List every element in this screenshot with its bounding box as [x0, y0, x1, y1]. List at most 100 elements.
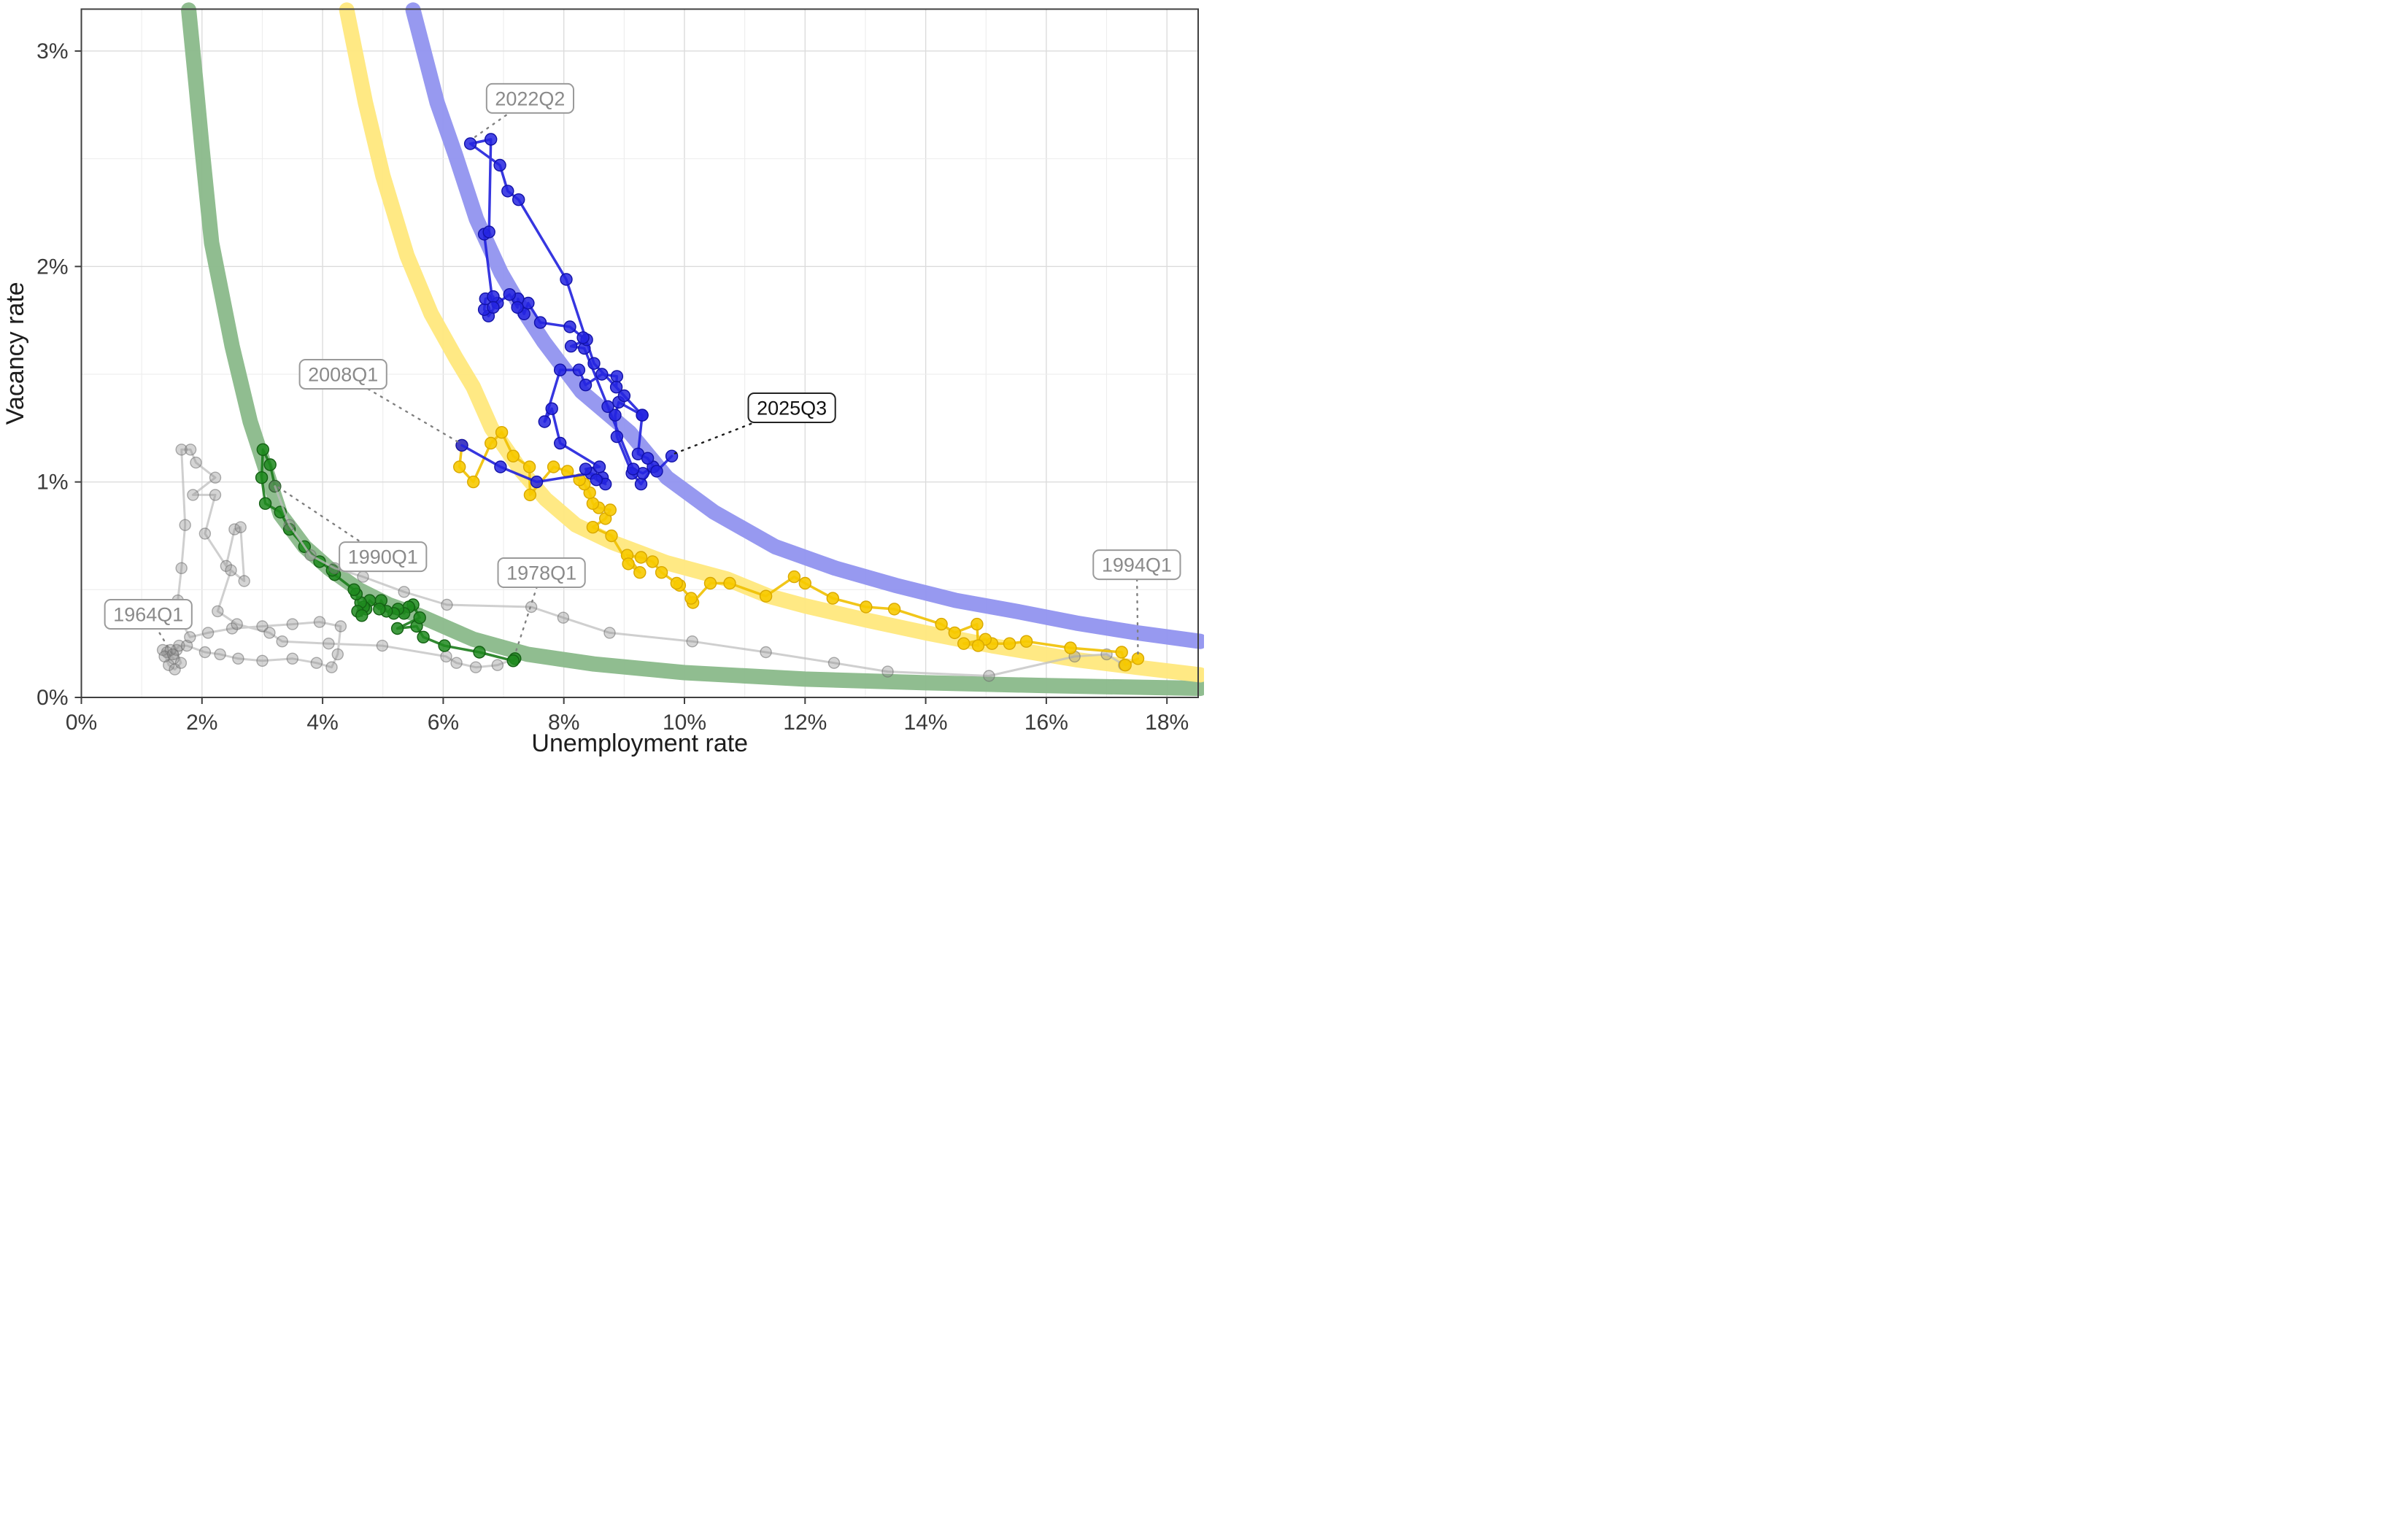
annotation-box[interactable]	[298, 358, 387, 390]
data-point[interactable]	[440, 650, 452, 663]
data-point[interactable]	[175, 562, 188, 574]
data-point[interactable]	[579, 463, 593, 476]
data-point[interactable]	[860, 600, 873, 614]
data-point[interactable]	[473, 646, 486, 659]
data-point[interactable]	[525, 600, 538, 614]
data-point[interactable]	[232, 652, 244, 665]
data-point[interactable]	[469, 661, 482, 673]
annotation-box[interactable]	[485, 82, 575, 114]
data-point[interactable]	[263, 458, 277, 471]
data-point[interactable]	[450, 657, 463, 669]
annotation-box[interactable]	[339, 541, 428, 573]
data-point[interactable]	[304, 549, 317, 562]
data-point[interactable]	[438, 639, 451, 652]
data-point[interactable]	[286, 652, 298, 665]
data-point[interactable]	[493, 158, 506, 172]
data-point[interactable]	[759, 589, 773, 603]
data-point[interactable]	[798, 576, 812, 590]
data-point[interactable]	[357, 570, 369, 583]
data-point[interactable]	[655, 566, 668, 579]
data-point[interactable]	[634, 551, 648, 564]
data-point[interactable]	[225, 564, 237, 576]
data-point[interactable]	[255, 471, 269, 484]
data-point[interactable]	[184, 444, 197, 456]
data-point[interactable]	[201, 627, 215, 639]
data-point[interactable]	[1115, 646, 1128, 659]
data-point[interactable]	[328, 562, 341, 574]
data-point[interactable]	[214, 648, 226, 661]
data-point[interactable]	[506, 654, 520, 668]
data-point[interactable]	[184, 631, 196, 643]
data-point[interactable]	[646, 555, 659, 568]
data-point[interactable]	[231, 618, 243, 630]
data-point[interactable]	[686, 635, 698, 648]
data-point[interactable]	[586, 497, 600, 510]
data-point[interactable]	[234, 521, 247, 533]
data-point[interactable]	[523, 488, 537, 502]
data-point[interactable]	[564, 339, 578, 353]
data-point[interactable]	[948, 626, 962, 640]
data-point[interactable]	[220, 560, 233, 572]
data-point[interactable]	[258, 497, 272, 510]
data-point[interactable]	[576, 331, 590, 344]
data-point[interactable]	[331, 648, 344, 661]
data-point[interactable]	[209, 489, 222, 501]
data-point[interactable]	[179, 519, 191, 531]
data-point[interactable]	[190, 456, 202, 469]
data-point[interactable]	[605, 529, 618, 543]
data-point[interactable]	[723, 576, 736, 590]
data-point[interactable]	[572, 363, 586, 376]
data-point[interactable]	[545, 402, 558, 415]
annotation-box[interactable]	[497, 557, 586, 588]
data-point[interactable]	[390, 622, 404, 635]
data-point[interactable]	[887, 603, 901, 616]
data-point[interactable]	[634, 477, 648, 491]
data-point[interactable]	[971, 639, 985, 652]
annotation-box[interactable]	[104, 598, 193, 630]
data-point[interactable]	[256, 654, 269, 667]
data-point[interactable]	[590, 473, 603, 487]
annotation-box[interactable]	[747, 392, 836, 424]
data-point[interactable]	[491, 659, 503, 671]
data-point[interactable]	[609, 381, 623, 394]
data-point[interactable]	[1019, 635, 1033, 648]
data-point[interactable]	[787, 570, 801, 584]
data-point[interactable]	[485, 436, 498, 450]
data-point[interactable]	[827, 657, 841, 669]
data-point[interactable]	[441, 598, 453, 611]
data-point[interactable]	[627, 463, 640, 476]
annotation-box[interactable]	[1092, 549, 1181, 581]
data-point[interactable]	[467, 475, 480, 489]
data-point[interactable]	[522, 460, 536, 473]
data-point[interactable]	[557, 611, 570, 624]
data-point[interactable]	[463, 137, 477, 150]
data-point[interactable]	[670, 576, 683, 590]
data-point[interactable]	[187, 489, 199, 501]
data-point[interactable]	[263, 627, 276, 639]
data-point[interactable]	[283, 519, 296, 531]
data-point[interactable]	[238, 575, 250, 587]
data-point[interactable]	[826, 592, 840, 605]
data-point[interactable]	[1003, 637, 1016, 650]
data-point[interactable]	[579, 379, 593, 392]
data-point[interactable]	[560, 273, 573, 286]
data-point[interactable]	[355, 609, 368, 622]
data-point[interactable]	[554, 436, 567, 450]
data-point[interactable]	[376, 639, 389, 652]
data-point[interactable]	[225, 622, 239, 635]
data-point[interactable]	[983, 670, 995, 682]
data-point[interactable]	[636, 409, 649, 422]
data-point[interactable]	[453, 460, 466, 473]
data-point[interactable]	[310, 657, 323, 669]
data-point[interactable]	[485, 133, 498, 146]
data-point[interactable]	[586, 521, 600, 534]
data-point[interactable]	[325, 661, 338, 673]
data-point[interactable]	[417, 630, 430, 643]
data-point[interactable]	[601, 400, 614, 413]
data-point[interactable]	[622, 557, 635, 570]
data-point[interactable]	[373, 603, 386, 616]
data-point[interactable]	[494, 460, 507, 473]
data-point[interactable]	[1064, 641, 1077, 654]
data-point[interactable]	[174, 657, 188, 669]
data-point[interactable]	[503, 288, 516, 301]
